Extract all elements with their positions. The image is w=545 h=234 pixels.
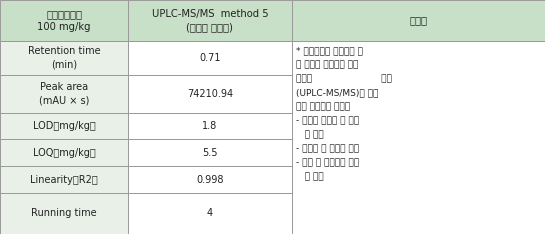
Text: 5.5: 5.5: [202, 148, 217, 158]
Text: LOQ（mg/kg）: LOQ（mg/kg）: [33, 148, 95, 158]
Text: 성 확보: 성 확보: [296, 130, 324, 139]
Text: Running time: Running time: [31, 208, 97, 219]
Text: 해 기존에 보고되지 않은: 해 기존에 보고되지 않은: [296, 60, 358, 69]
Text: 새로운                        기기: 새로운 기기: [296, 74, 392, 83]
Bar: [128, 166, 292, 193]
Text: 0.998: 0.998: [196, 175, 223, 185]
Text: - 정량 및 검증분석 동시: - 정량 및 검증분석 동시: [296, 158, 359, 167]
Text: * 피크겹침을 해결하기 위: * 피크겹침을 해결하기 위: [296, 46, 363, 55]
Text: 0.71: 0.71: [199, 53, 221, 63]
Text: UPLC-MS/MS  method 5
(확립된 분석법): UPLC-MS/MS method 5 (확립된 분석법): [152, 9, 268, 32]
Bar: [128, 41, 292, 75]
Text: LOD（mg/kg）: LOD（mg/kg）: [33, 121, 95, 131]
Bar: [0, 166, 128, 193]
Text: - 피크의 분리능 및 재현: - 피크의 분리능 및 재현: [296, 116, 359, 125]
Bar: [0, 139, 128, 166]
Bar: [292, 0, 545, 41]
Text: 74210.94: 74210.94: [187, 89, 233, 99]
Bar: [128, 113, 292, 139]
Text: Peak area
(mAU × s): Peak area (mAU × s): [39, 82, 89, 105]
Bar: [0, 193, 128, 234]
Bar: [128, 0, 292, 41]
Bar: [128, 139, 292, 166]
Text: 개선점: 개선점: [409, 15, 427, 26]
Text: 하여 분석법을 개발함: 하여 분석법을 개발함: [296, 102, 350, 111]
Bar: [0, 75, 128, 113]
Bar: [292, 41, 545, 234]
Text: Retention time
(min): Retention time (min): [28, 46, 100, 69]
Bar: [0, 41, 128, 75]
Text: 글루콘산칼슘
100 mg/kg: 글루콘산칼슘 100 mg/kg: [37, 9, 91, 32]
Bar: [0, 113, 128, 139]
Text: (UPLC-MS/MS)를 이용: (UPLC-MS/MS)를 이용: [296, 88, 378, 97]
Bar: [0, 0, 128, 41]
Bar: [128, 193, 292, 234]
Bar: [128, 75, 292, 113]
Text: 에 가능: 에 가능: [296, 172, 324, 181]
Text: - 정밀성 및 정확도 확보: - 정밀성 및 정확도 확보: [296, 144, 359, 153]
Text: 1.8: 1.8: [202, 121, 217, 131]
Text: 4: 4: [207, 208, 213, 219]
Text: Linearity（R2）: Linearity（R2）: [30, 175, 98, 185]
